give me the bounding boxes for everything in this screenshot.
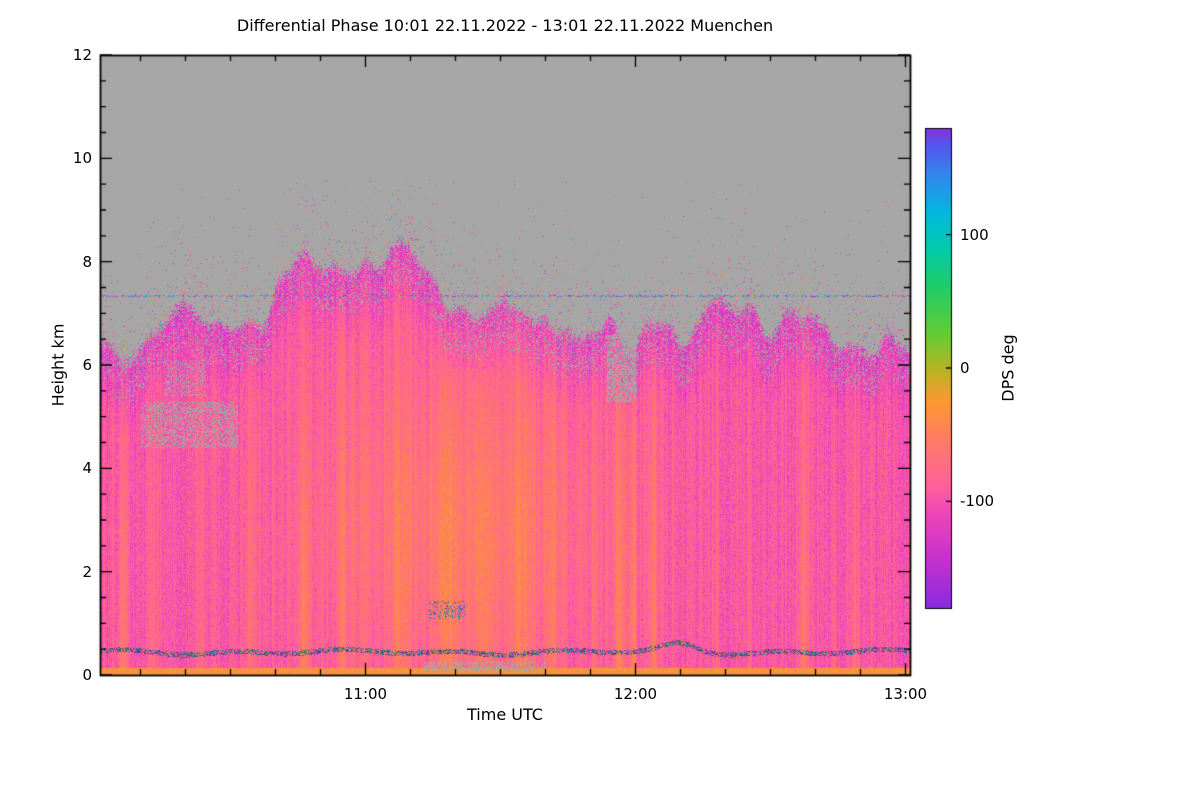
y-axis-tick-label: 6: [82, 356, 92, 374]
x-axis-tick-label: 11:00: [343, 685, 388, 703]
x-axis-label: Time UTC: [467, 705, 543, 724]
colorbar-tick-label: -100: [960, 492, 995, 511]
colorbar-label: DPS deg: [998, 334, 1018, 402]
colorbar-tick-label: 0: [960, 359, 970, 377]
colorbar-tick-label: 100: [960, 225, 989, 244]
y-axis-tick-label: 8: [82, 252, 92, 271]
y-axis-tick-label: 4: [82, 459, 92, 478]
chart-title: Differential Phase 10:01 22.11.2022 - 13…: [236, 16, 774, 35]
y-axis-tick-label: 10: [72, 149, 92, 168]
y-axis-tick-label: 0: [82, 666, 92, 684]
x-axis-tick-label: 13:00: [883, 685, 928, 703]
y-axis-tick-label: 2: [82, 562, 92, 581]
x-axis-tick-label: 12:00: [613, 685, 658, 703]
y-axis-tick-label: 12: [72, 46, 92, 64]
